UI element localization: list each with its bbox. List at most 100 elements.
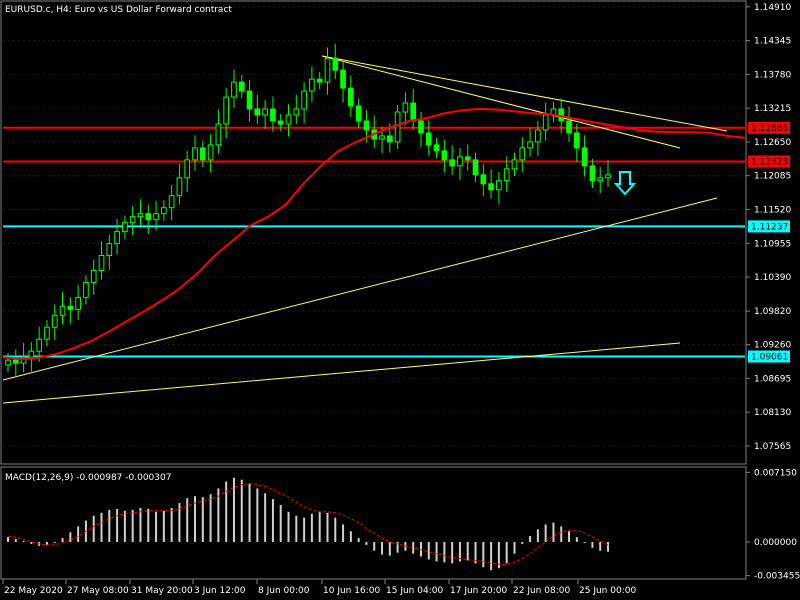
candle-body — [75, 296, 81, 310]
candle-body — [199, 147, 206, 161]
candle-body — [122, 222, 128, 233]
price-tick-label: 1.14910 — [754, 3, 791, 13]
candle-body — [20, 356, 27, 364]
price-tick-label: 1.10390 — [754, 273, 791, 283]
time-tick-label: 8 Jun 00:00 — [258, 586, 310, 596]
candle-body — [363, 120, 370, 131]
price-tick-label: 1.10955 — [754, 239, 791, 249]
candle-body — [153, 213, 159, 221]
time-tick-label: 22 Jun 08:00 — [513, 586, 570, 596]
candle-body — [573, 132, 580, 149]
candle-body — [277, 120, 284, 125]
candle-body — [192, 147, 198, 161]
candle-body — [90, 269, 97, 283]
candle-body — [161, 207, 167, 215]
candle-body — [98, 255, 105, 271]
candle-body — [293, 108, 300, 116]
candle-body — [301, 90, 307, 110]
trendline[interactable] — [321, 55, 681, 149]
candle-body — [231, 81, 237, 98]
time-tick-label: 15 Jun 04:00 — [386, 586, 443, 596]
candle-body — [348, 87, 354, 107]
candle-body — [503, 168, 510, 182]
candle-body — [176, 177, 183, 197]
candle-body — [410, 102, 417, 122]
level-price-box — [748, 350, 790, 363]
candle-body — [488, 183, 494, 191]
sell-arrow-icon — [613, 171, 637, 196]
trendlines[interactable] — [2, 55, 728, 404]
candle-body — [581, 147, 588, 167]
macd-panel-frame — [0, 466, 747, 580]
candle-body — [215, 123, 222, 146]
price-tick-label: 1.12085 — [754, 172, 791, 182]
time-tick-label: 27 May 08:00 — [67, 586, 129, 596]
candle-body — [535, 129, 541, 143]
price-tick-label: 1.08130 — [754, 408, 791, 418]
candle-body — [449, 159, 455, 167]
candle-body — [262, 108, 268, 116]
candle-body — [527, 141, 533, 149]
level-price-label: 1.12886 — [751, 124, 788, 134]
candle-body — [597, 177, 604, 182]
price-panel[interactable]: EURUSD.c, H4: Euro vs US Dollar Forward … — [0, 0, 791, 465]
candle-body — [519, 147, 526, 161]
moving-average — [2, 107, 746, 361]
time-axis: 22 May 2020 27 May 08:00 31 May 20:00 3 Jun… — [2, 579, 636, 596]
chart-title: EURUSD.c, H4: Euro vs US Dollar Forward … — [5, 5, 232, 15]
candle-body — [5, 359, 11, 366]
candle-body — [324, 57, 331, 83]
candle-body — [168, 195, 175, 209]
price-tick-label: 1.09260 — [754, 341, 791, 351]
candle-body — [496, 180, 502, 191]
time-tick-label: 3 Jun 12:00 — [194, 586, 246, 596]
candle-body — [51, 314, 58, 328]
price-tick-label: 1.09820 — [754, 307, 791, 317]
candle-body — [394, 111, 401, 143]
time-tick-label: 17 Jun 20:00 — [450, 586, 507, 596]
price-tick-label: 1.13215 — [754, 104, 791, 114]
macd-tick-label: -0.003455 — [754, 572, 800, 582]
level-price-label: 1.12323 — [751, 157, 788, 167]
candle-body — [464, 156, 471, 161]
candle-body — [441, 150, 448, 161]
candle-body — [207, 144, 214, 161]
trendline[interactable] — [2, 342, 681, 404]
macd-tick-label: 0.000000 — [754, 538, 797, 548]
candle-body — [223, 96, 230, 125]
candle-body — [83, 281, 89, 298]
candle-body — [145, 213, 152, 221]
macd-panel[interactable]: MACD(12,26,9) -0.000987 -0.000307 0.0071… — [0, 466, 800, 582]
trendline[interactable] — [321, 55, 728, 132]
time-tick-label: 31 May 20:00 — [131, 586, 193, 596]
level-price-box — [748, 155, 790, 168]
candle-body — [114, 231, 120, 245]
macd-tick-label: 0.007150 — [754, 468, 797, 478]
candle-body — [566, 120, 572, 134]
candle-body — [44, 326, 50, 340]
price-tick-label: 1.07565 — [754, 442, 791, 452]
candle-body — [36, 338, 43, 352]
level-price-box — [748, 121, 790, 134]
macd-signal-line — [7, 483, 609, 565]
candle-body — [28, 350, 35, 358]
candle-body — [542, 114, 549, 131]
candle-body — [67, 305, 74, 310]
candle-body — [106, 243, 113, 257]
candle-body — [246, 90, 253, 110]
ma-line — [2, 107, 746, 361]
candle-body — [355, 105, 362, 122]
candle-body — [254, 108, 261, 116]
trendline[interactable] — [2, 197, 718, 381]
candle-body — [340, 69, 346, 89]
macd-histogram — [7, 477, 609, 571]
price-tick-label: 1.11520 — [754, 205, 791, 215]
price-tick-label: 1.13780 — [754, 70, 791, 80]
time-tick-label: 10 Jun 16:00 — [323, 586, 380, 596]
candle-body — [12, 359, 19, 364]
candle-body — [137, 213, 144, 218]
candle-body — [309, 78, 315, 92]
level-price-box — [748, 220, 790, 233]
macd-title: MACD(12,26,9) -0.000987 -0.000307 — [5, 473, 171, 483]
